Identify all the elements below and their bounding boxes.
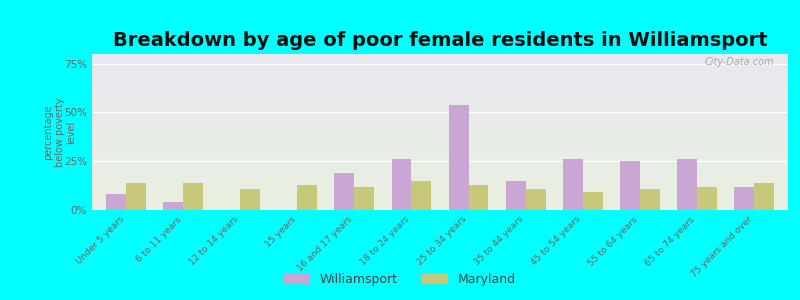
- Bar: [298, 184, 318, 210]
- Bar: [334, 173, 354, 210]
- Bar: [411, 181, 431, 210]
- Bar: [697, 187, 717, 210]
- Bar: [526, 188, 546, 210]
- Bar: [620, 161, 640, 210]
- Bar: [183, 183, 203, 210]
- Bar: [240, 188, 260, 210]
- Title: Breakdown by age of poor female residents in Williamsport: Breakdown by age of poor female resident…: [113, 31, 767, 50]
- Bar: [391, 159, 411, 210]
- Bar: [449, 105, 469, 210]
- Bar: [354, 187, 374, 210]
- Text: City-Data.com: City-Data.com: [705, 57, 774, 67]
- Bar: [754, 183, 774, 210]
- Bar: [640, 188, 660, 210]
- Bar: [469, 184, 489, 210]
- Y-axis label: percentage
below poverty
level: percentage below poverty level: [43, 97, 77, 167]
- Bar: [126, 183, 146, 210]
- Bar: [582, 193, 602, 210]
- Bar: [506, 181, 526, 210]
- Bar: [163, 202, 183, 210]
- Bar: [734, 187, 754, 210]
- Bar: [106, 194, 126, 210]
- Bar: [562, 159, 582, 210]
- Legend: Williamsport, Maryland: Williamsport, Maryland: [279, 268, 521, 291]
- Bar: [677, 159, 697, 210]
